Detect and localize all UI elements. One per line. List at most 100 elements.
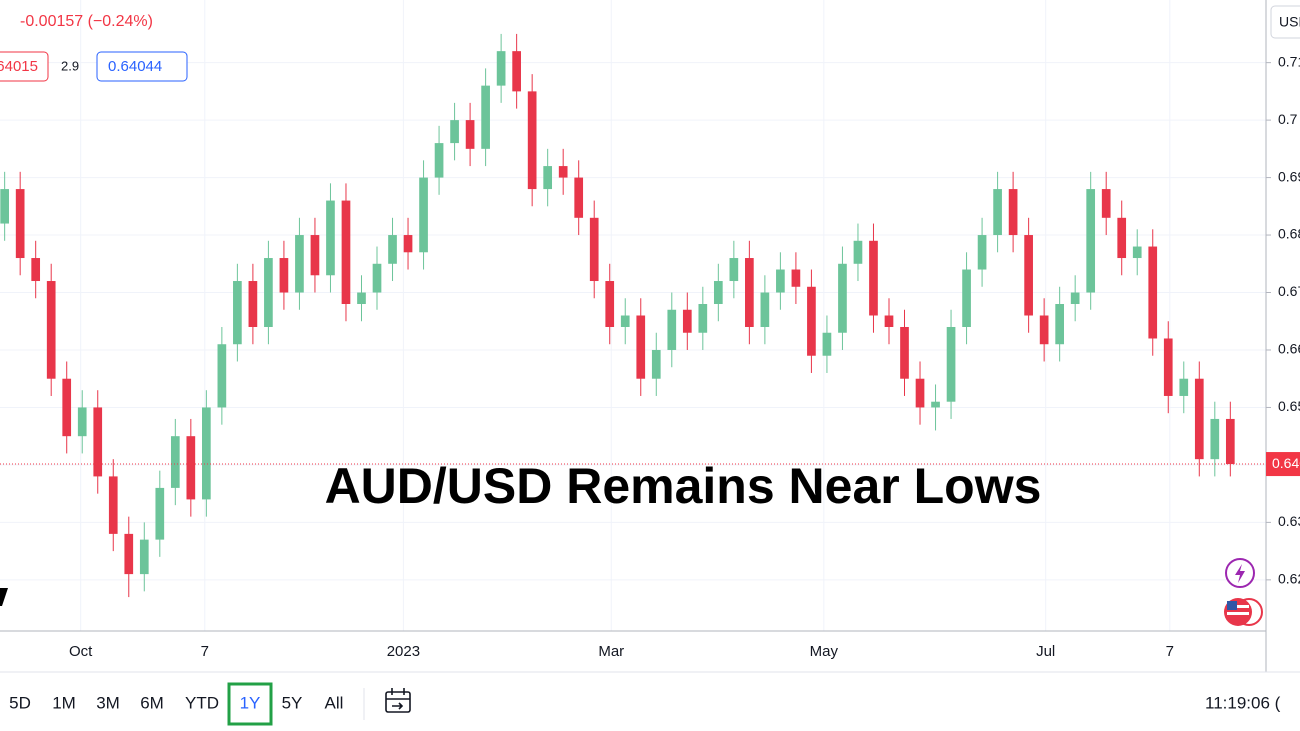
candle-body bbox=[651, 349, 661, 379]
candle-body bbox=[155, 487, 165, 540]
candle-body bbox=[434, 143, 444, 178]
candle-body bbox=[667, 309, 677, 350]
x-tick-label: 7 bbox=[1166, 643, 1174, 660]
candle-body bbox=[372, 263, 382, 293]
candle-body bbox=[1132, 246, 1142, 259]
candle-body bbox=[1210, 418, 1220, 460]
candle-body bbox=[698, 304, 708, 333]
candle-body bbox=[93, 407, 103, 477]
candle-body bbox=[326, 200, 335, 276]
candle-body bbox=[419, 177, 428, 253]
candle-body bbox=[124, 533, 134, 575]
candle-body bbox=[77, 407, 87, 437]
x-tick-label: Jul bbox=[1036, 643, 1055, 660]
calendar-icon[interactable] bbox=[385, 688, 411, 713]
candle-body bbox=[993, 189, 1002, 236]
candle-body bbox=[1148, 246, 1158, 339]
candle-body bbox=[776, 269, 785, 293]
currency-box[interactable] bbox=[1270, 5, 1300, 39]
candle-body bbox=[558, 166, 568, 178]
candle-body bbox=[295, 235, 304, 293]
candle-body bbox=[1163, 338, 1173, 396]
candle-body bbox=[481, 85, 490, 149]
candle-body bbox=[977, 235, 987, 270]
candle-body bbox=[620, 315, 630, 327]
candle-body bbox=[1179, 378, 1189, 396]
candle-body bbox=[869, 240, 878, 316]
candle-body bbox=[791, 269, 801, 287]
candle-body bbox=[636, 315, 646, 379]
candle-body bbox=[1024, 235, 1033, 316]
candle-body bbox=[465, 120, 475, 149]
y-tick-label: 0.69 bbox=[1278, 168, 1300, 184]
buy-price[interactable]: 0.64044 bbox=[108, 58, 162, 75]
range-button[interactable]: YTD bbox=[185, 693, 219, 712]
last-price-box bbox=[1266, 452, 1300, 477]
toolbar: 5D 1M 3M 6M YTD 1Y 5Y All bbox=[9, 682, 344, 726]
candle-body bbox=[108, 476, 118, 534]
candle-body bbox=[605, 281, 615, 327]
candle-body bbox=[760, 292, 770, 327]
candle-body bbox=[713, 281, 723, 305]
candle-body bbox=[450, 120, 459, 144]
candle-body bbox=[279, 258, 289, 293]
x-tick-label: May bbox=[810, 643, 839, 660]
sell-price[interactable]: 0.64015 bbox=[0, 58, 38, 75]
candle-body bbox=[403, 235, 413, 253]
candle-body bbox=[139, 539, 149, 575]
candle-body bbox=[589, 217, 599, 282]
currency[interactable]: USD bbox=[1279, 14, 1300, 30]
y-tick-label: 0.67 bbox=[1278, 283, 1300, 299]
candle-body bbox=[822, 332, 832, 356]
candle-body bbox=[496, 51, 506, 86]
sell-box[interactable] bbox=[0, 51, 49, 82]
spread: 2.9 bbox=[61, 58, 79, 73]
candle-body bbox=[1117, 217, 1127, 259]
candle-body bbox=[310, 235, 320, 276]
clock: 11:19:06 ( bbox=[1205, 693, 1281, 712]
logo bbox=[0, 588, 8, 606]
range-button[interactable]: All bbox=[325, 693, 344, 712]
candle-body bbox=[217, 344, 227, 408]
candle-body bbox=[202, 407, 211, 500]
y-tick-label: 0.68 bbox=[1278, 226, 1300, 242]
candle-body bbox=[838, 263, 847, 333]
candle-body bbox=[1225, 418, 1235, 465]
price-change: -0.00157 (−0.24%) bbox=[20, 13, 153, 30]
y-tick-label: 0.7 bbox=[1278, 111, 1298, 127]
x-tick-label: Mar bbox=[598, 643, 624, 660]
range-button[interactable]: 1Y bbox=[240, 693, 261, 712]
candle-body bbox=[233, 281, 242, 345]
candle-body bbox=[1039, 315, 1049, 345]
y-tick-label: 0.65 bbox=[1278, 398, 1300, 414]
candle-body bbox=[543, 166, 553, 190]
x-tick-label: Oct bbox=[69, 643, 93, 660]
range-button[interactable]: 6M bbox=[140, 693, 164, 712]
candle-body bbox=[682, 309, 692, 333]
candle-body bbox=[1055, 304, 1064, 345]
candle-body bbox=[1008, 189, 1018, 236]
candle-body bbox=[931, 401, 940, 408]
axes: 0.620.630.640.650.660.670.680.690.70.71O… bbox=[0, 53, 1300, 660]
candle-body bbox=[1086, 189, 1096, 293]
candle-body bbox=[527, 91, 537, 190]
candle-body bbox=[574, 177, 584, 218]
candle-body bbox=[388, 235, 397, 264]
candle-body bbox=[512, 51, 521, 92]
range-selected-box[interactable] bbox=[227, 682, 273, 726]
x-tick-label: 7 bbox=[201, 643, 209, 660]
buy-box[interactable] bbox=[96, 51, 188, 82]
candle-body bbox=[15, 189, 25, 259]
candle-body bbox=[170, 436, 180, 488]
range-button[interactable]: 5D bbox=[9, 693, 31, 712]
candle-body bbox=[884, 315, 894, 327]
range-button[interactable]: 5Y bbox=[282, 693, 303, 712]
lightning-glyph bbox=[1235, 564, 1245, 583]
candle-body bbox=[1101, 189, 1111, 218]
range-button[interactable]: 3M bbox=[96, 693, 120, 712]
range-button[interactable]: 1M bbox=[52, 693, 76, 712]
candle-body bbox=[62, 378, 72, 437]
